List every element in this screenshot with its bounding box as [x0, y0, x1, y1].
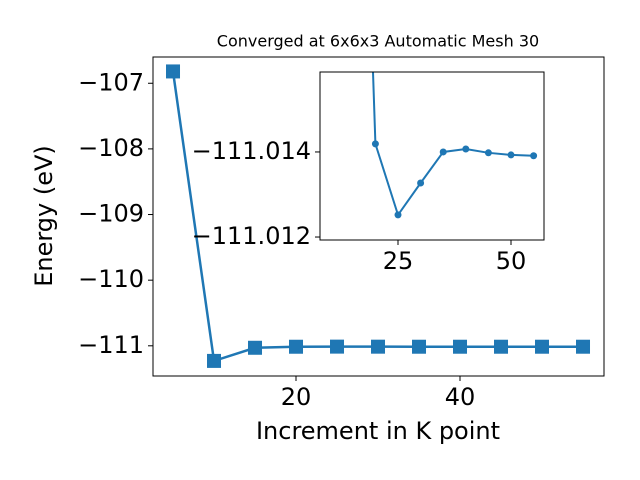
- x-axis-label: Increment in K point: [256, 417, 500, 445]
- marker: [394, 211, 402, 219]
- x-tick-label: 50: [496, 247, 527, 275]
- x-tick-label: 40: [445, 383, 476, 411]
- chart-title: Converged at 6x6x3 Automatic Mesh 30: [217, 32, 539, 51]
- marker: [166, 64, 181, 79]
- y-tick-label: −109: [78, 200, 144, 228]
- marker: [535, 339, 550, 354]
- marker: [494, 339, 509, 354]
- y-tick-label: −108: [78, 134, 144, 162]
- x-tick-label: 25: [383, 247, 414, 275]
- marker: [484, 149, 492, 157]
- plot-background: [320, 72, 544, 240]
- marker: [371, 339, 386, 354]
- marker: [371, 140, 379, 148]
- x-tick-label: 20: [281, 383, 312, 411]
- marker: [412, 339, 427, 354]
- plot-area: [371, 72, 538, 219]
- y-tick-label: −111.014: [192, 137, 311, 165]
- marker: [576, 339, 591, 354]
- y-tick-label: −111.012: [192, 222, 311, 250]
- marker: [248, 340, 263, 355]
- axes-frame: [152, 56, 605, 377]
- y-tick-label: −107: [78, 68, 144, 96]
- y-tick-label: −110: [78, 265, 144, 293]
- marker: [453, 339, 468, 354]
- marker: [207, 353, 222, 368]
- plot-area: [166, 64, 591, 368]
- y-tick-label: −111: [78, 331, 144, 359]
- y-axis-label: Energy (eV): [30, 145, 58, 287]
- marker: [330, 339, 345, 354]
- axes-frame: [319, 71, 545, 241]
- marker: [439, 148, 447, 156]
- marker: [289, 339, 304, 354]
- marker: [507, 151, 515, 159]
- marker: [462, 145, 470, 153]
- marker: [417, 179, 425, 187]
- marker: [530, 152, 538, 160]
